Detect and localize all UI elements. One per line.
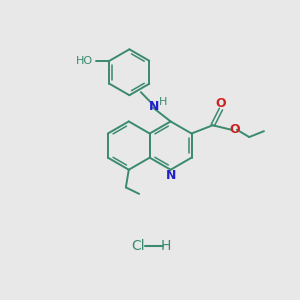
- Text: O: O: [216, 97, 226, 110]
- Text: N: N: [165, 169, 176, 182]
- Text: N: N: [149, 100, 160, 112]
- Text: Cl: Cl: [131, 239, 145, 253]
- Text: O: O: [229, 123, 240, 136]
- Text: H: H: [158, 97, 167, 107]
- Text: H: H: [161, 239, 171, 253]
- Text: HO: HO: [76, 56, 93, 66]
